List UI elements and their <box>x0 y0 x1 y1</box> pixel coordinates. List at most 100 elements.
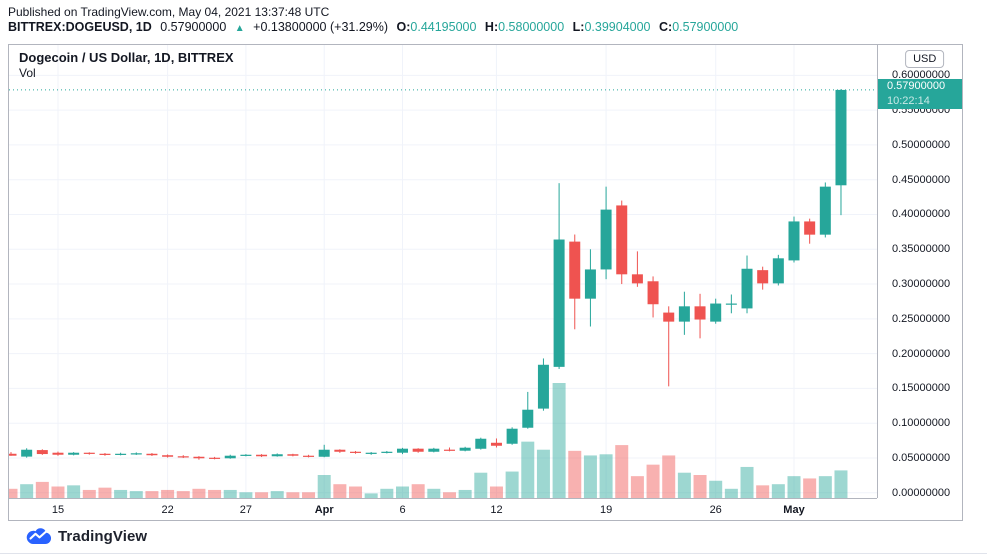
volume-bar <box>223 489 237 498</box>
volume-bar <box>176 491 190 498</box>
candle-body <box>5 453 17 456</box>
volume-bar <box>474 472 488 498</box>
volume-bar <box>787 476 801 498</box>
candle-body <box>224 455 236 459</box>
volume-bar <box>834 470 848 498</box>
price-axis-label: 0.00000000 <box>892 486 951 499</box>
candle-body <box>68 452 80 455</box>
price-change: +0.13800000 (+31.29%) <box>253 20 389 34</box>
price-axis[interactable]: USD 0.57900000 10:22:14 0.60000000 0.5500… <box>877 45 962 499</box>
candle-body <box>209 457 221 459</box>
candle-body <box>757 270 769 284</box>
candle-body <box>303 455 315 457</box>
candle-body <box>412 448 424 452</box>
volume-bar <box>677 472 691 498</box>
candle-body <box>256 454 268 457</box>
tradingview-logo[interactable]: TradingView <box>26 528 147 545</box>
candle-body <box>741 268 753 309</box>
candle-body <box>350 451 362 453</box>
price-axis-label: 0.15000000 <box>892 382 951 395</box>
candle-body <box>694 306 706 320</box>
volume-bar <box>35 481 49 498</box>
candle-body <box>772 258 784 284</box>
price-axis-label: 0.25000000 <box>892 312 951 325</box>
candle-body <box>600 209 612 270</box>
volume-bar <box>333 484 347 498</box>
candle-body <box>631 274 643 284</box>
candle-body <box>52 452 64 455</box>
candle-body <box>21 449 33 457</box>
volume-bar <box>630 476 644 498</box>
price-axis-label: 0.45000000 <box>892 173 951 186</box>
volume-bar <box>818 476 832 498</box>
badge-price: 0.57900000 <box>887 79 946 92</box>
candle-body <box>584 269 596 299</box>
currency-usd-button[interactable]: USD <box>905 50 945 68</box>
price-axis-label: 0.40000000 <box>892 208 951 221</box>
time-axis-label: 6 <box>399 504 406 516</box>
last-price: 0.57900000 <box>160 20 227 34</box>
candle-body <box>397 448 408 453</box>
price-axis-label: 0.35000000 <box>892 243 951 256</box>
volume-bar <box>161 489 175 498</box>
time-axis-label: 12 <box>490 504 503 516</box>
ohlc-high-value: 0.58000000 <box>498 20 565 34</box>
candle-body <box>537 364 549 409</box>
candle-body <box>381 451 393 453</box>
time-axis[interactable]: 15 22 27 Apr 6 12 19 26 May <box>9 498 877 520</box>
candle-body <box>334 449 346 452</box>
candle-body <box>162 455 174 457</box>
tradingview-logo-text: TradingView <box>58 528 148 545</box>
volume-bar <box>114 489 128 498</box>
candle-body <box>475 438 487 449</box>
volume-bar <box>239 492 253 498</box>
candle-body <box>318 449 330 457</box>
volume-bar <box>568 450 582 498</box>
volume-bar <box>599 454 613 498</box>
volume-bar <box>286 492 300 498</box>
candle-body <box>443 449 455 451</box>
volume-bar <box>615 445 629 498</box>
last-price-badge: 0.57900000 10:22:14 <box>878 78 962 109</box>
candle-body <box>177 456 189 458</box>
candle-body <box>365 452 377 454</box>
chart-legend-vol: Vol <box>19 66 36 80</box>
volume-bar <box>411 484 425 498</box>
volume-bar <box>803 478 817 498</box>
volume-bar <box>129 491 143 498</box>
price-axis-label: 0.50000000 <box>892 138 951 151</box>
candle-body <box>678 306 690 322</box>
candle-body <box>459 447 471 451</box>
volume-bar <box>536 449 550 498</box>
volume-bar <box>145 491 159 498</box>
volume-bar <box>583 455 597 498</box>
candle-body <box>616 205 628 275</box>
volume-bar <box>740 466 754 498</box>
candle-body <box>788 221 800 261</box>
volume-bar <box>427 488 441 498</box>
price-axis-label: 0.30000000 <box>892 278 951 291</box>
volume-bar <box>693 475 707 498</box>
tradingview-cloud-icon <box>26 528 51 545</box>
volume-bar <box>255 492 269 498</box>
volume-bar <box>349 486 363 498</box>
candle-body <box>710 303 722 322</box>
price-axis-label: 0.20000000 <box>892 347 951 360</box>
candle-body <box>287 454 299 456</box>
volume-bar <box>4 488 18 498</box>
volume-bar <box>709 480 723 498</box>
volume-bar <box>192 488 206 498</box>
plot-area[interactable] <box>4 45 877 498</box>
candlestick-chart[interactable] <box>4 45 877 498</box>
volume-bar <box>317 475 331 498</box>
volume-bar <box>51 486 65 498</box>
chart-legend-title: Dogecoin / US Dollar, 1D, BITTREX <box>19 50 234 65</box>
ohlc-close-label: C: <box>659 20 673 34</box>
candle-wick <box>668 306 670 387</box>
volume-bar <box>20 484 34 498</box>
volume-bar <box>724 488 738 498</box>
candle-body <box>506 428 518 444</box>
volume-bar <box>270 491 284 498</box>
ohlc-low-label: L: <box>572 20 585 34</box>
volume-bar <box>442 492 456 498</box>
